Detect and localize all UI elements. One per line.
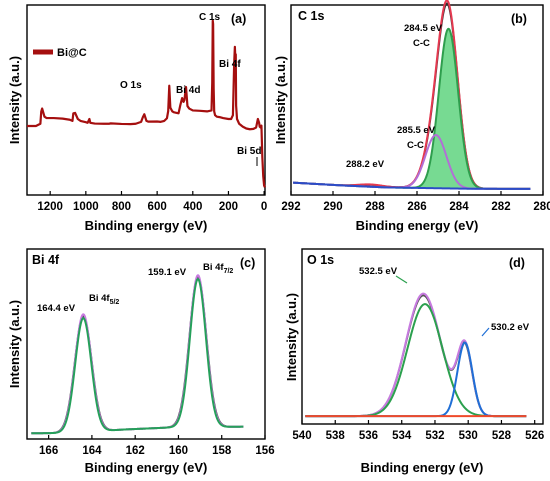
x-tick-label-0: 1200 [37,201,63,213]
series-2-line [292,27,531,190]
plot-frame [301,248,544,425]
annotation-bi4f52: Bi 4f5/2 [89,293,119,306]
plot-area [27,19,266,188]
plot-frame [26,4,266,196]
x-tick-label-5: 200 [219,201,238,213]
x-axis-label: Binding energy (eV) [361,460,484,475]
legend: Bi@C [33,47,87,59]
x-tick-label-1: 1000 [73,201,99,213]
series-2-line [30,278,244,435]
panel-label: (c) [240,256,255,270]
annotation-bi4f72: Bi 4f7/2 [203,262,233,275]
annotation-bi4f72-sub: 7/2 [224,268,234,275]
series-4-line [292,181,531,190]
plot-area [304,292,527,418]
annotation-164-4: 164.4 eV [37,303,76,314]
annotation-532-5: 532.5 eV [359,266,398,277]
x-tick-label-5: 156 [255,445,274,457]
x-tick-label-0: 540 [292,430,311,442]
x-tick-label-0: 166 [39,445,58,457]
annotation-284-5: 284.5 eV [404,23,443,34]
annotation-159-1: 159.1 eV [148,267,187,278]
plot-area [292,0,531,190]
panel-b: 292 290 288 286 284 282 280 (b) C 1s Binding e… [273,0,550,233]
x-tick-label-2: 162 [126,445,145,457]
annotation-o1s: O 1s [120,80,142,91]
annotation-bi4f52-main: Bi 4f [89,293,110,304]
annotation-bi4d: Bi 4d [176,85,200,96]
x-tick-label-5: 530 [459,430,478,442]
x-tick-label-4: 400 [183,201,202,213]
annotation-285-5: 285.5 eV [397,125,436,136]
y-axis-label: Intensity (a.u.) [7,300,22,388]
x-axis-label: Binding energy (eV) [85,460,208,475]
series-2-area [293,28,531,189]
x-tick-label-6: 0 [261,201,267,213]
panel-title: O 1s [307,253,334,267]
x-tick-label-1: 290 [323,201,342,213]
series-3-line [304,341,527,418]
annotation-bi4f52-sub: 5/2 [110,299,120,306]
annotation-285-5-cc: C-C [407,140,424,151]
annotation-284-5-cc: C-C [413,38,430,49]
series-0-line [30,276,244,435]
series-1-line [304,292,527,418]
panel-title: C 1s [298,9,324,23]
x-tick-label-3: 160 [169,445,188,457]
x-tick-label-6: 528 [492,430,512,442]
x-tick-label-2: 800 [112,201,131,213]
annotation-530-2: 530.2 eV [491,322,530,333]
annotation-288-2: 288.2 eV [346,159,385,170]
x-tick-label-3: 534 [392,430,412,442]
annotation-c1s: C 1s [199,12,221,23]
x-tick-label-2: 288 [365,201,385,213]
panel-label: (b) [511,12,527,26]
x-tick-label-7: 526 [525,430,544,442]
x-axis-label: Binding energy (eV) [85,218,208,233]
legend-label-bi-c: Bi@C [57,47,87,59]
series-0-line [27,19,266,188]
series-0-line [304,294,527,418]
series-2-line [304,303,527,418]
plot-frame [26,248,266,440]
panel-label: (d) [509,256,525,270]
panel-c: 166 164 162 160 158 156 (c) Bi 4f Binding ene… [7,248,275,475]
y-axis-label: Intensity (a.u.) [7,56,22,144]
x-tick-label-4: 158 [212,445,232,457]
panel-title: Bi 4f [32,253,60,267]
x-tick-label-2: 536 [359,430,378,442]
x-tick-label-0: 292 [281,201,300,213]
annotation-530-2-arrow [481,327,490,337]
x-tick-label-5: 282 [491,201,510,213]
x-axis-label: Binding energy (eV) [356,218,479,233]
x-tick-label-6: 280 [533,201,550,213]
x-tick-label-3: 286 [407,201,426,213]
annotation-bi5d: Bi 5d [237,146,261,157]
x-tick-label-1: 164 [82,445,102,457]
panel-label: (a) [231,12,246,26]
plot-area [30,274,244,435]
annotation-bi4f: Bi 4f [219,59,241,70]
x-tick-label-4: 284 [449,201,469,213]
x-ticks: 292 290 288 286 284 282 280 [281,191,550,213]
annotation-532-5-arrow [395,275,408,284]
panel-a: 1200 1000 800 600 400 200 0 (a) Binding energy… [7,4,267,233]
x-tick-label-1: 538 [326,430,346,442]
x-ticks: 166 164 162 160 158 156 [39,435,275,457]
x-tick-label-3: 600 [148,201,167,213]
panel-d: 540 538 536 534 532 530 528 526 (d) O 1s Bindin… [284,248,544,475]
x-ticks: 540 538 536 534 532 530 528 526 [292,420,544,442]
y-axis-label: Intensity (a.u.) [284,293,299,381]
y-axis-label: Intensity (a.u.) [273,56,288,144]
annotation-bi4f72-main: Bi 4f [203,262,224,273]
x-ticks: 1200 1000 800 600 400 200 0 [37,191,267,213]
x-tick-label-4: 532 [425,430,444,442]
series-1-line [30,274,244,435]
